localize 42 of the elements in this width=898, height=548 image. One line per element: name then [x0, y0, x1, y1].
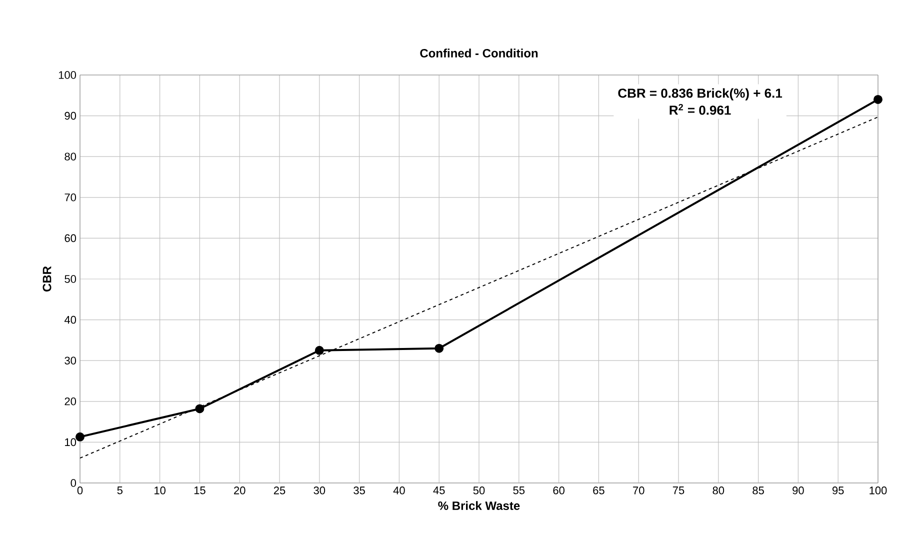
x-tick-label: 40 — [393, 486, 405, 494]
x-tick-label: 100 — [870, 486, 887, 494]
x-tick-label: 90 — [792, 486, 804, 494]
y-tick-label: 60 — [64, 234, 76, 242]
y-tick-label: 10 — [65, 438, 76, 446]
annotation: R$^{2}$ = 0.961 — [670, 104, 731, 115]
chart-title: Confined - Condition — [420, 48, 538, 58]
x-tick-label: 60 — [553, 486, 564, 494]
y-tick-label: 40 — [64, 316, 76, 324]
x-tick-label: 45 — [433, 486, 445, 494]
y-tick-label: 30 — [64, 356, 76, 364]
y-tick-label: 70 — [64, 194, 76, 202]
x-tick-label: 95 — [832, 486, 844, 494]
x-tick-label: 85 — [752, 486, 764, 494]
x-tick-label: 35 — [354, 486, 365, 494]
x-tick-label: 55 — [513, 486, 525, 494]
x-tick-label: 15 — [194, 486, 206, 494]
x-tick-label: 25 — [274, 486, 286, 494]
x-tick-label: 0 — [77, 486, 83, 494]
point — [434, 344, 444, 353]
x-tick-label: 80 — [712, 486, 724, 494]
y-tick-label: 100 — [58, 71, 76, 79]
x-tick-label: 20 — [234, 486, 246, 494]
point — [314, 346, 324, 355]
y-axis-title: CBR — [42, 266, 52, 292]
y-tick-label: 0 — [70, 479, 76, 487]
x-axis-title: % Brick Waste — [438, 501, 520, 510]
x-tick-label: 65 — [593, 486, 604, 494]
annotation: CBR = 0.836 Brick(%) + 6.1 — [618, 88, 782, 100]
y-tick-label: 80 — [64, 152, 76, 160]
point — [76, 432, 85, 442]
x-tick-label: 70 — [633, 486, 644, 494]
y-tick-label: 90 — [64, 112, 76, 120]
x-tick-label: 30 — [314, 486, 326, 494]
x-tick-label: 75 — [672, 486, 684, 494]
y-tick-label: 50 — [64, 275, 76, 283]
point — [195, 404, 204, 414]
x-tick-label: 5 — [117, 486, 122, 494]
x-tick-label: 50 — [473, 486, 485, 494]
point — [873, 94, 882, 104]
x-tick-label: 10 — [154, 486, 166, 494]
y-tick-label: 20 — [64, 398, 76, 406]
